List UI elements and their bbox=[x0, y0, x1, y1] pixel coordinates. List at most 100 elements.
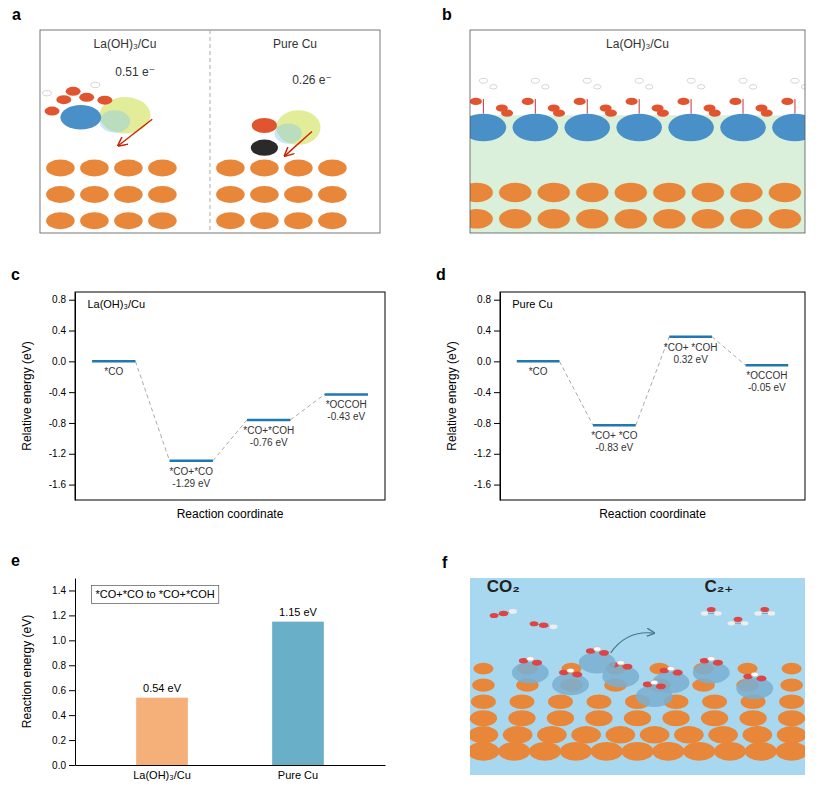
tick: 0.4 bbox=[52, 710, 75, 721]
cu-atom bbox=[318, 212, 347, 229]
energy-panel: 0.80.40.0-0.4-0.8-1.2-1.6*CO*CO+*CO-1.29… bbox=[20, 292, 385, 521]
cu-atom bbox=[640, 726, 670, 743]
title-box: *CO+*CO to *CO+*COH bbox=[92, 585, 219, 603]
panel-title: *CO+*CO to *CO+*COH bbox=[96, 588, 215, 600]
tick: -0.4 bbox=[474, 387, 500, 398]
annotation: Pure Cu bbox=[273, 37, 317, 51]
annotation: 0.51 e⁻ bbox=[115, 65, 155, 79]
density-blob bbox=[498, 210, 532, 228]
c-atom bbox=[251, 140, 278, 156]
cu-atom bbox=[745, 742, 777, 761]
cu-atom bbox=[683, 742, 715, 761]
bond bbox=[639, 99, 640, 114]
cu-atom bbox=[114, 160, 143, 177]
cu-atom bbox=[624, 710, 651, 726]
cu-atom bbox=[560, 742, 592, 761]
charge-arrow bbox=[118, 119, 152, 145]
tick-mark bbox=[494, 454, 500, 455]
cu-atom bbox=[548, 694, 573, 709]
cu-atom bbox=[80, 160, 109, 177]
cu-atom bbox=[585, 710, 612, 726]
o-atom bbox=[622, 664, 632, 670]
tick: Pure Cu bbox=[278, 765, 318, 781]
density-blob bbox=[653, 210, 687, 228]
panel-label: b bbox=[442, 6, 452, 23]
atom bbox=[530, 621, 539, 626]
tick-label: 0.8 bbox=[52, 294, 66, 305]
tick-label: 0.0 bbox=[52, 356, 66, 367]
tick-label: -0.4 bbox=[49, 387, 67, 398]
cu-atom bbox=[769, 209, 801, 228]
tick-mark bbox=[69, 331, 75, 332]
la-cluster bbox=[636, 685, 673, 707]
annotation: CO₂ bbox=[487, 577, 520, 596]
h-atom bbox=[646, 85, 653, 89]
tick-label: 0.2 bbox=[52, 735, 66, 746]
panel-title: La(OH)₃/Cu bbox=[606, 37, 669, 51]
drawing bbox=[470, 578, 805, 775]
cu-atom bbox=[284, 160, 313, 177]
tick-label: 1.0 bbox=[52, 635, 66, 646]
cu-atom bbox=[538, 209, 570, 228]
atom bbox=[754, 611, 761, 615]
data-label: -0.05 eV bbox=[748, 382, 786, 393]
panel-label: a bbox=[12, 6, 21, 23]
tick-label: 0.0 bbox=[477, 356, 491, 367]
tick-label: 0.4 bbox=[52, 325, 66, 336]
cu-atom bbox=[499, 209, 531, 228]
h-atom bbox=[542, 85, 549, 89]
atom bbox=[760, 607, 769, 612]
cu-atom bbox=[470, 742, 499, 761]
la-cluster bbox=[579, 652, 616, 674]
la-cluster bbox=[693, 662, 730, 684]
density-blob bbox=[768, 210, 802, 228]
tick: -1.2 bbox=[474, 448, 500, 459]
cu-atom bbox=[250, 212, 279, 229]
level bbox=[669, 335, 712, 338]
h-atom bbox=[801, 85, 805, 89]
step-label: *CO+ *CO bbox=[591, 430, 638, 441]
tick-label: -0.8 bbox=[474, 418, 492, 429]
cu-atom bbox=[46, 212, 75, 229]
tick-mark bbox=[69, 423, 75, 424]
cu-atom bbox=[318, 160, 347, 177]
tick-label: 0.8 bbox=[477, 294, 491, 305]
tick-mark bbox=[494, 392, 500, 393]
cu-atom bbox=[714, 742, 746, 761]
cu-atom bbox=[472, 679, 495, 692]
step-label: *CO+*COH bbox=[243, 425, 294, 436]
cu-atom bbox=[250, 160, 279, 177]
cu-atom bbox=[538, 183, 570, 202]
level bbox=[92, 360, 135, 363]
tick: 0.2 bbox=[52, 735, 75, 746]
o-atom bbox=[713, 660, 723, 666]
bar bbox=[136, 698, 188, 765]
cu-atom bbox=[782, 663, 802, 675]
cu-atom bbox=[742, 726, 772, 743]
y-axis-title: Relative energy (eV) bbox=[20, 341, 34, 450]
density-blob bbox=[691, 183, 725, 201]
cu-atom bbox=[529, 742, 561, 761]
tick: 0.8 bbox=[52, 294, 75, 305]
h-atom bbox=[91, 82, 100, 87]
h-atom bbox=[635, 78, 643, 83]
o-atom bbox=[781, 98, 793, 105]
cu-atom bbox=[615, 183, 647, 202]
tick-label: 0.8 bbox=[52, 660, 66, 671]
o-atom bbox=[709, 109, 721, 116]
tick: 0.0 bbox=[52, 356, 75, 367]
density-blob bbox=[537, 183, 571, 201]
frame bbox=[500, 292, 805, 500]
h-atom bbox=[708, 657, 715, 661]
x-axis-title: Reaction coordinate bbox=[177, 507, 284, 521]
bar-panel: 0.00.20.40.60.81.01.21.4La(OH)₃/CuPure C… bbox=[20, 579, 386, 781]
drawing bbox=[470, 78, 805, 233]
la-atom bbox=[60, 105, 101, 129]
y-axis: 0.00.20.40.60.81.01.21.4 bbox=[52, 579, 75, 771]
cu-atom bbox=[80, 212, 109, 229]
tick-label: 0.4 bbox=[477, 325, 491, 336]
plot-area bbox=[92, 361, 368, 460]
tick-mark bbox=[69, 454, 75, 455]
h-atom bbox=[687, 78, 695, 83]
tick-mark bbox=[69, 690, 75, 691]
